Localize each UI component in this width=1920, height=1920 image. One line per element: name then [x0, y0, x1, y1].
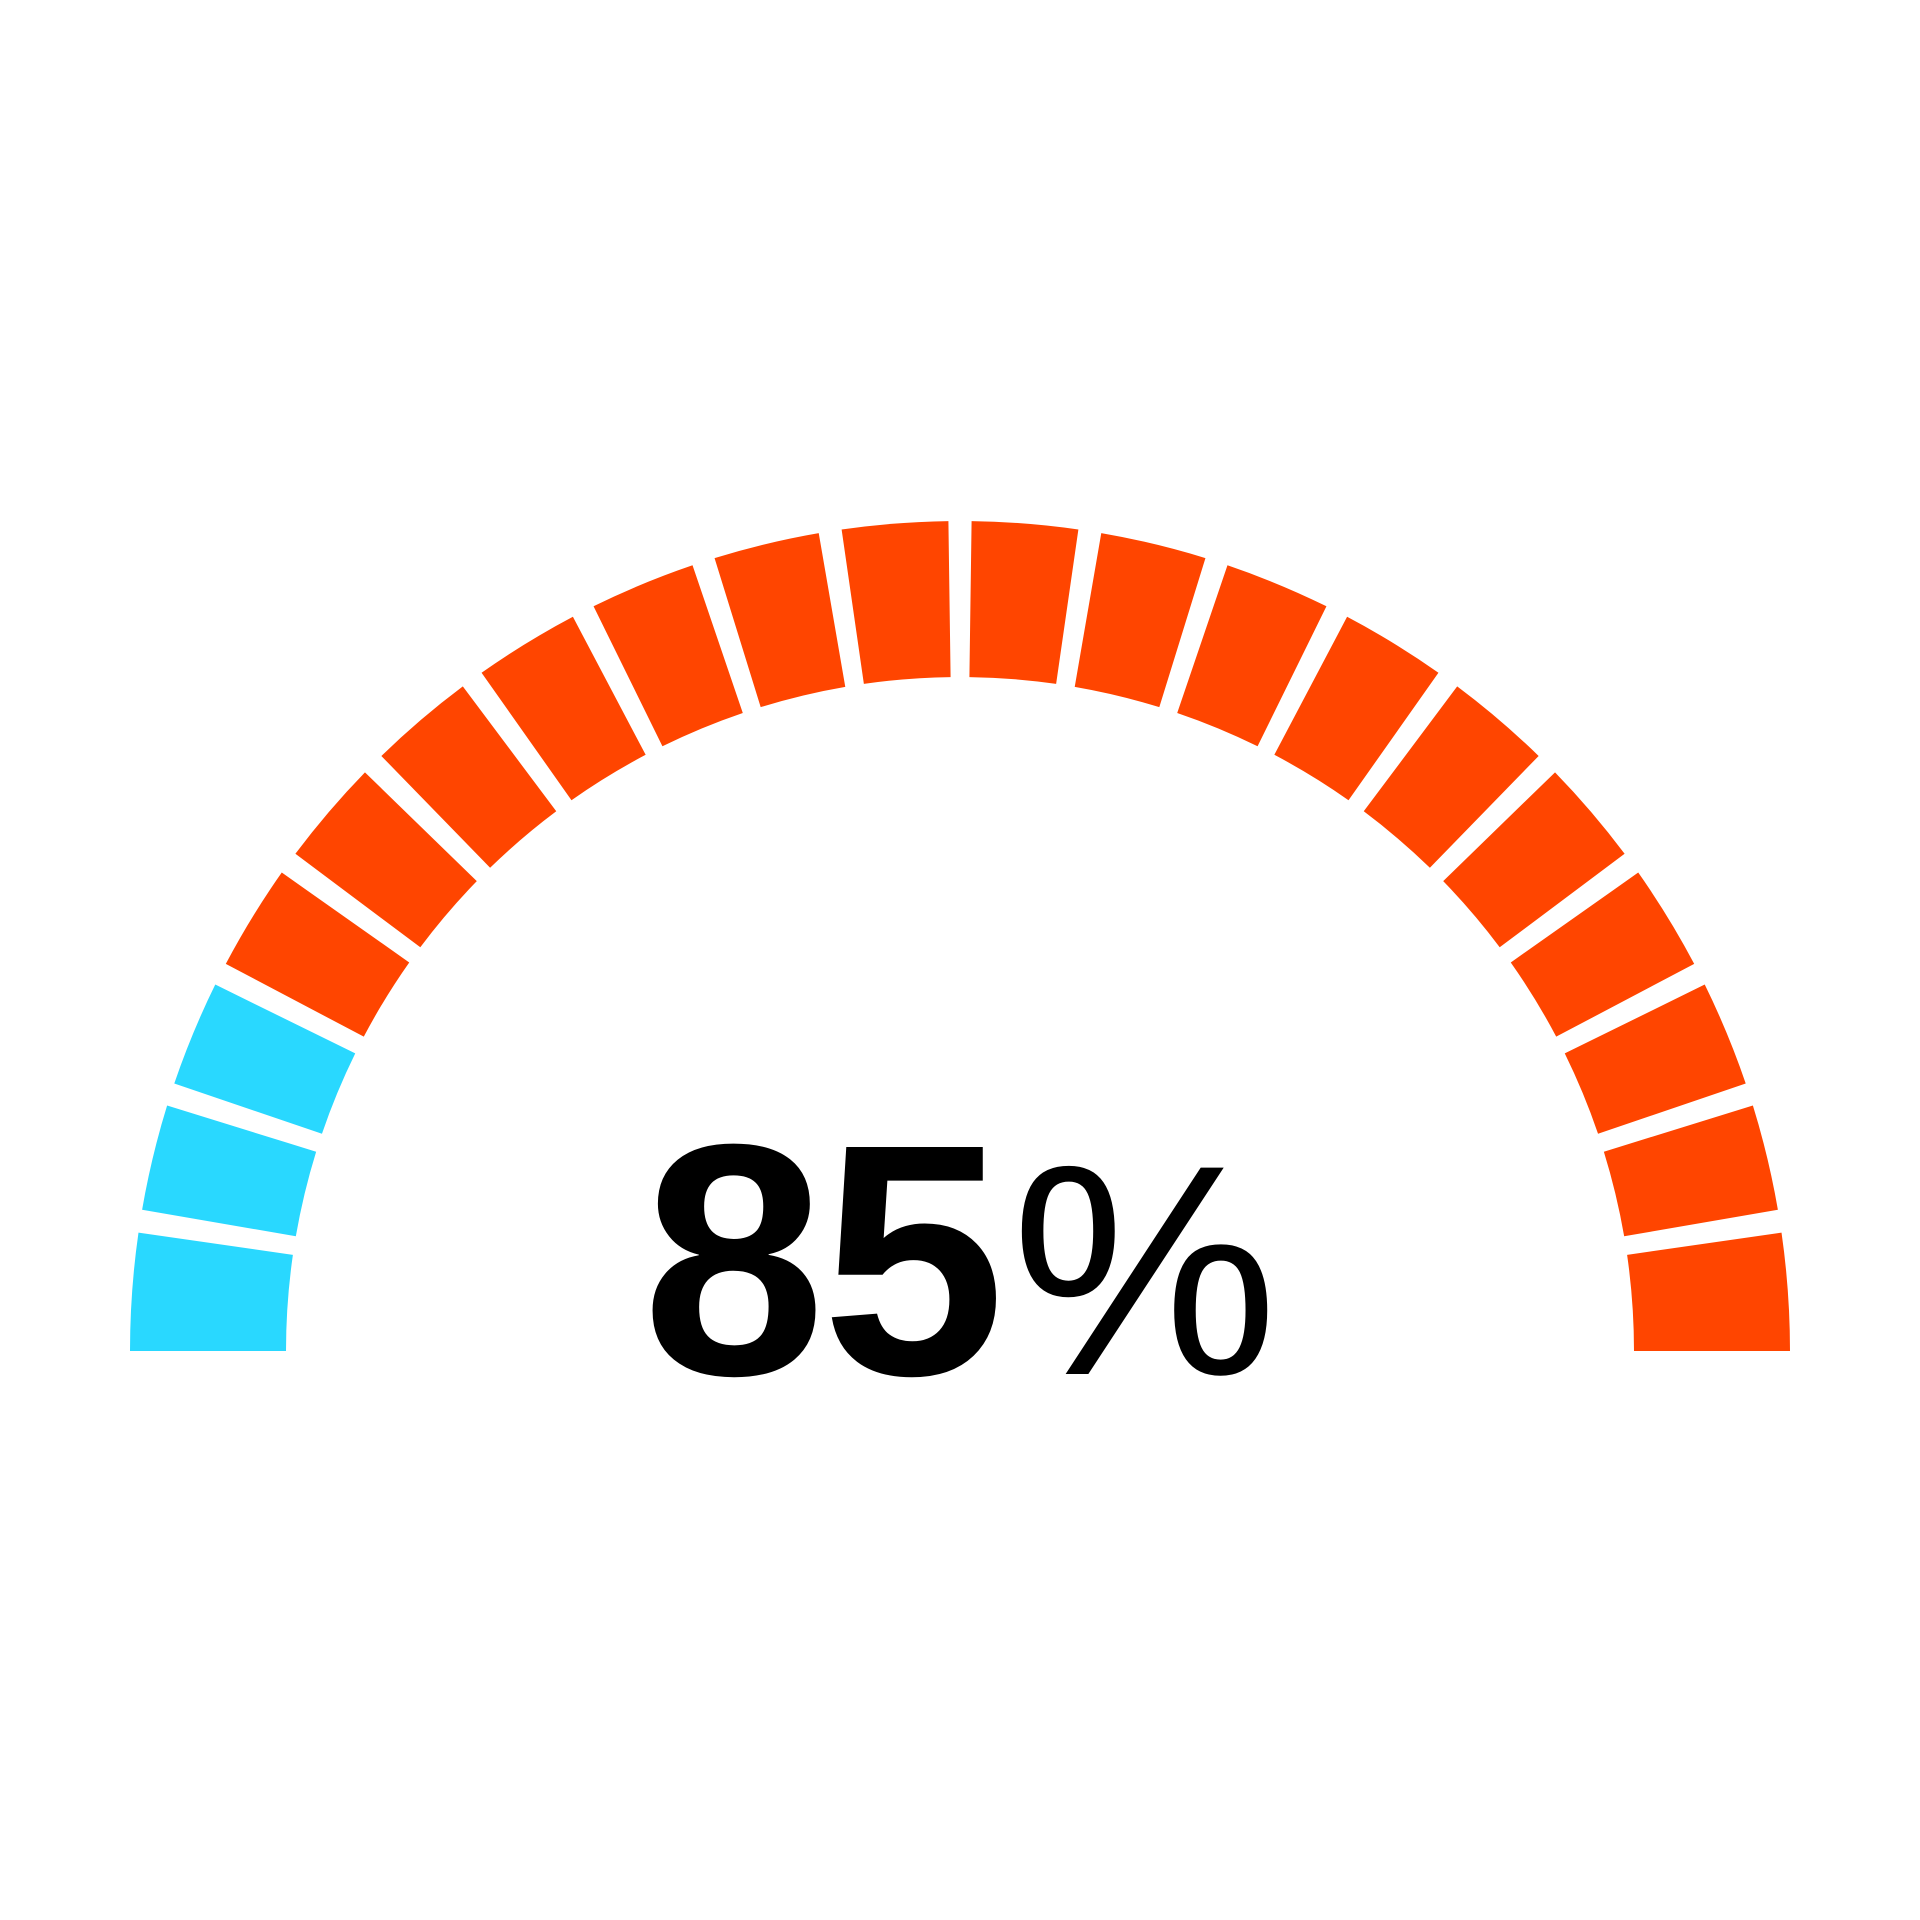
gauge-segment-filled [381, 686, 557, 868]
gauge-segment-filled [481, 616, 646, 801]
gauge-segment-empty [174, 984, 356, 1134]
gauge-segment-filled [1363, 686, 1539, 868]
gauge-segment-filled [969, 521, 1079, 684]
gauge-segment-filled [593, 565, 743, 747]
gauge-value-label: 85% [0, 1095, 1920, 1425]
gauge-segment-filled [1564, 984, 1746, 1134]
gauge-segment-filled [1443, 772, 1625, 948]
gauge-segment-filled [1274, 616, 1439, 801]
gauge-segment-filled [1603, 1105, 1778, 1237]
gauge-segment-empty [130, 1232, 293, 1351]
gauge-segment-filled [1177, 565, 1327, 747]
gauge-value-number: 85 [642, 1075, 1005, 1444]
gauge-segments [130, 521, 1790, 1351]
gauge-segment-filled [714, 533, 846, 708]
gauge-value-unit: % [1011, 1102, 1278, 1438]
gauge-segment-filled [1627, 1232, 1790, 1351]
gauge-segment-empty [142, 1105, 317, 1237]
gauge-segment-filled [1074, 533, 1206, 708]
gauge-segment-filled [225, 872, 410, 1037]
gauge-segment-filled [1510, 872, 1695, 1037]
gauge-segment-filled [295, 772, 477, 948]
gauge-segment-filled [841, 521, 951, 684]
